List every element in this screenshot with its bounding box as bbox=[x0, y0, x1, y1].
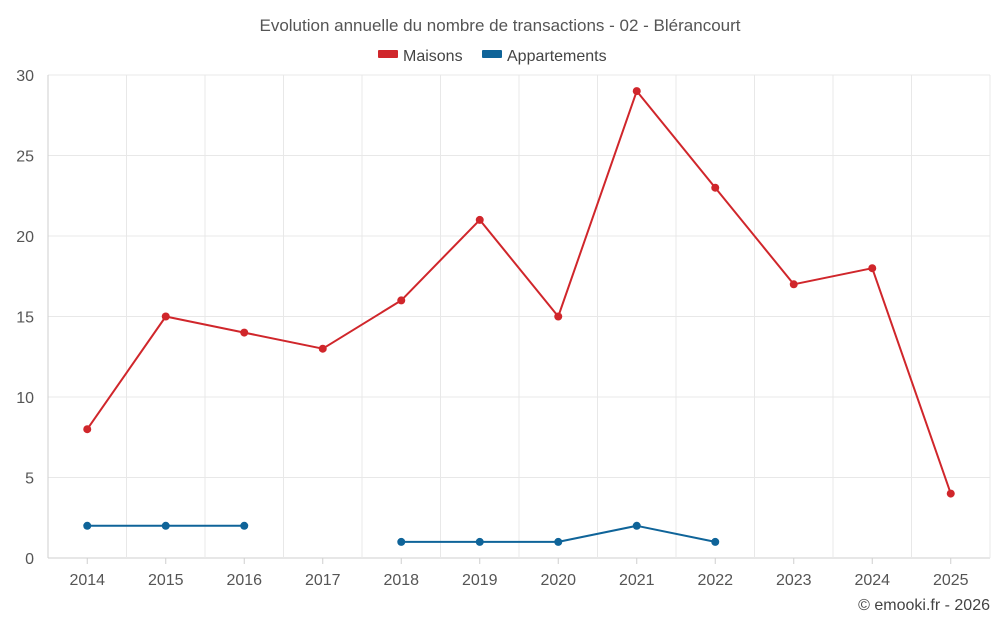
point-appartements-2018[interactable] bbox=[397, 537, 406, 546]
point-maisons-2020[interactable] bbox=[554, 312, 563, 321]
point-maisons-2023[interactable] bbox=[789, 280, 798, 289]
x-tick-label-2017: 2017 bbox=[305, 572, 341, 589]
x-tick-label-2015: 2015 bbox=[148, 572, 184, 589]
legend-label-maisons[interactable]: Maisons bbox=[403, 48, 463, 65]
point-appartements-2019[interactable] bbox=[475, 537, 484, 546]
point-maisons-2015[interactable] bbox=[161, 312, 170, 321]
x-tick-label-2018: 2018 bbox=[383, 572, 419, 589]
point-maisons-2018[interactable] bbox=[397, 296, 406, 305]
point-appartements-2022[interactable] bbox=[711, 537, 720, 546]
series-maisons bbox=[83, 87, 955, 498]
y-tick-label-15: 15 bbox=[16, 310, 34, 327]
legend-label-appartements[interactable]: Appartements bbox=[507, 48, 607, 65]
x-tick-label-2020: 2020 bbox=[540, 572, 576, 589]
x-tick-label-2022: 2022 bbox=[697, 572, 733, 589]
point-maisons-2014[interactable] bbox=[83, 425, 92, 434]
point-maisons-2021[interactable] bbox=[632, 87, 641, 96]
series-line-maisons bbox=[86, 90, 952, 494]
x-axis: 2014 2015 2016 2017 2018 2019 2020 2021 2022 2023… bbox=[69, 558, 969, 589]
point-appartements-2020[interactable] bbox=[554, 537, 563, 546]
point-maisons-2016[interactable] bbox=[240, 328, 249, 337]
x-tick-label-2024: 2024 bbox=[854, 572, 890, 589]
y-tick-label-10: 10 bbox=[16, 390, 34, 407]
x-tick-label-2025: 2025 bbox=[933, 572, 969, 589]
x-tick-label-2021: 2021 bbox=[619, 572, 655, 589]
grid bbox=[47, 74, 991, 559]
x-tick-label-2016: 2016 bbox=[226, 572, 262, 589]
y-tick-label-25: 25 bbox=[16, 149, 34, 166]
x-tick-label-2019: 2019 bbox=[462, 572, 498, 589]
point-maisons-2024[interactable] bbox=[868, 264, 877, 273]
point-appartements-2016[interactable] bbox=[240, 521, 249, 530]
point-maisons-2019[interactable] bbox=[475, 215, 484, 224]
point-maisons-2017[interactable] bbox=[318, 344, 327, 353]
point-appartements-2014[interactable] bbox=[83, 521, 92, 530]
y-tick-label-0: 0 bbox=[25, 551, 34, 568]
legend-swatch-maisons bbox=[378, 50, 398, 58]
chart-title: Evolution annuelle du nombre de transact… bbox=[259, 16, 740, 35]
series-appartements bbox=[83, 521, 720, 546]
point-appartements-2015[interactable] bbox=[161, 521, 170, 530]
y-axis: 0 5 10 15 20 25 30 bbox=[16, 68, 34, 568]
y-tick-label-5: 5 bbox=[25, 471, 34, 488]
series-layer bbox=[83, 87, 955, 546]
x-tick-label-2014: 2014 bbox=[69, 572, 105, 589]
x-tick-label-2023: 2023 bbox=[776, 572, 812, 589]
legend-swatch-appartements bbox=[482, 50, 502, 58]
point-maisons-2022[interactable] bbox=[711, 183, 720, 192]
point-appartements-2021[interactable] bbox=[632, 521, 641, 530]
y-tick-label-20: 20 bbox=[16, 229, 34, 246]
point-maisons-2025[interactable] bbox=[946, 489, 955, 498]
legend: Maisons Appartements bbox=[378, 48, 607, 65]
copyright-footer: © emooki.fr - 2026 bbox=[858, 597, 990, 614]
y-tick-label-30: 30 bbox=[16, 68, 34, 85]
